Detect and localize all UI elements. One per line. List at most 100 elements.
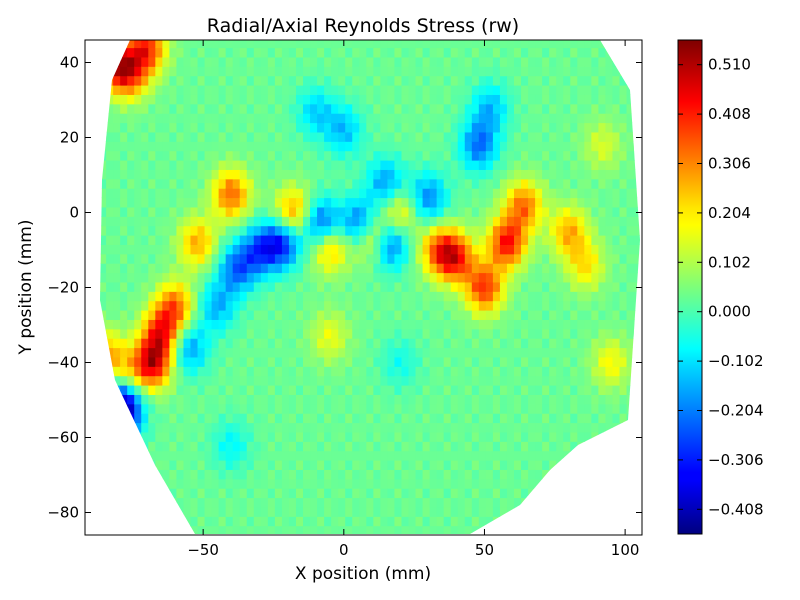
heatmap-cell — [521, 141, 529, 152]
heatmap-cell — [253, 310, 262, 320]
heatmap-cell — [471, 122, 480, 133]
heatmap-cell — [478, 85, 487, 95]
heatmap-cell — [232, 235, 241, 245]
heatmap-cell — [366, 460, 374, 470]
heatmap-cell — [303, 272, 311, 283]
heatmap-cell — [288, 328, 297, 339]
heatmap-cell — [633, 356, 640, 367]
heatmap-cell — [457, 178, 466, 189]
heatmap-cell — [380, 253, 389, 264]
heatmap-cell — [542, 516, 550, 527]
heatmap-cell — [331, 160, 339, 170]
heatmap-cell — [92, 113, 100, 123]
heatmap-cell — [338, 375, 346, 386]
heatmap-cell — [577, 225, 585, 236]
heatmap-cell — [134, 460, 142, 470]
heatmap-cell — [183, 488, 192, 499]
heatmap-cell — [324, 300, 332, 311]
heatmap-cell — [619, 413, 628, 424]
heatmap-cell — [331, 122, 339, 133]
heatmap-cell — [197, 188, 206, 199]
heatmap-cell — [197, 431, 206, 442]
heatmap-cell — [380, 403, 389, 414]
heatmap-cell — [148, 169, 156, 180]
heatmap-cell — [380, 488, 389, 499]
heatmap-cell — [204, 347, 213, 358]
heatmap-cell — [197, 47, 206, 58]
heatmap-cell — [317, 235, 325, 245]
heatmap-cell — [352, 253, 360, 264]
heatmap-cell — [429, 403, 438, 414]
heatmap-cell — [169, 347, 178, 358]
heatmap-cell — [373, 506, 381, 517]
heatmap-cell — [492, 431, 501, 442]
heatmap-cell — [359, 66, 367, 77]
heatmap-cell — [148, 47, 156, 58]
heatmap-cell — [394, 122, 403, 133]
heatmap-cell — [288, 225, 297, 236]
heatmap-cell — [401, 300, 410, 311]
heatmap-cell — [345, 366, 353, 377]
heatmap-cell — [211, 319, 220, 330]
heatmap-cell — [100, 478, 107, 489]
heatmap-cell — [464, 178, 473, 189]
heatmap-cell — [380, 281, 389, 292]
heatmap-cell — [499, 516, 508, 527]
heatmap-cell — [535, 413, 543, 424]
heatmap-cell — [612, 347, 621, 358]
heatmap-cell — [485, 141, 494, 152]
heatmap-cell — [317, 216, 325, 227]
heatmap-cell — [499, 338, 508, 349]
heatmap-cell — [535, 206, 543, 217]
heatmap-cell — [197, 206, 206, 217]
heatmap-cell — [478, 253, 487, 264]
heatmap-cell — [415, 253, 424, 264]
heatmap-cell — [387, 94, 396, 105]
heatmap-cell — [401, 506, 410, 517]
heatmap-cell — [373, 516, 381, 527]
heatmap-cell — [521, 441, 529, 452]
heatmap-cell — [478, 310, 487, 320]
heatmap-cell — [464, 328, 473, 339]
heatmap-cell — [499, 394, 508, 405]
heatmap-cell — [176, 225, 185, 236]
heatmap-cell — [626, 103, 635, 114]
heatmap-cell — [506, 197, 515, 208]
heatmap-cell — [499, 272, 508, 283]
heatmap-cell — [176, 235, 185, 245]
heatmap-cell — [211, 272, 220, 283]
heatmap-cell — [619, 131, 628, 142]
heatmap-cell — [127, 141, 135, 152]
heatmap-cell — [141, 356, 149, 367]
heatmap-cell — [499, 75, 508, 86]
heatmap-cell — [317, 328, 325, 339]
heatmap-cell — [457, 141, 466, 152]
heatmap-cell — [485, 385, 494, 395]
heatmap-cell — [190, 291, 199, 302]
heatmap-cell — [148, 141, 156, 152]
heatmap-cell — [542, 422, 550, 433]
heatmap-cell — [401, 103, 410, 114]
heatmap-cell — [211, 47, 220, 58]
heatmap-cell — [422, 272, 431, 283]
heatmap-cell — [288, 197, 297, 208]
heatmap-cell — [450, 169, 459, 180]
heatmap-cell — [281, 506, 290, 517]
heatmap-cell — [415, 103, 424, 114]
heatmap-cell — [506, 394, 515, 405]
heatmap-cell — [345, 356, 353, 367]
heatmap-cell — [267, 469, 276, 480]
heatmap-cell — [478, 225, 487, 236]
heatmap-cell — [331, 169, 339, 180]
heatmap-cell — [225, 478, 234, 489]
heatmap-cell — [366, 216, 374, 227]
heatmap-cell — [429, 197, 438, 208]
heatmap-cell — [401, 516, 410, 527]
heatmap-cell — [542, 460, 550, 470]
heatmap-cell — [577, 478, 585, 489]
colorbar-tick-label: −0.408 — [708, 500, 764, 518]
heatmap-cell — [626, 394, 635, 405]
heatmap-cell — [267, 244, 276, 255]
heatmap-cell — [239, 347, 248, 358]
heatmap-cell — [464, 272, 473, 283]
